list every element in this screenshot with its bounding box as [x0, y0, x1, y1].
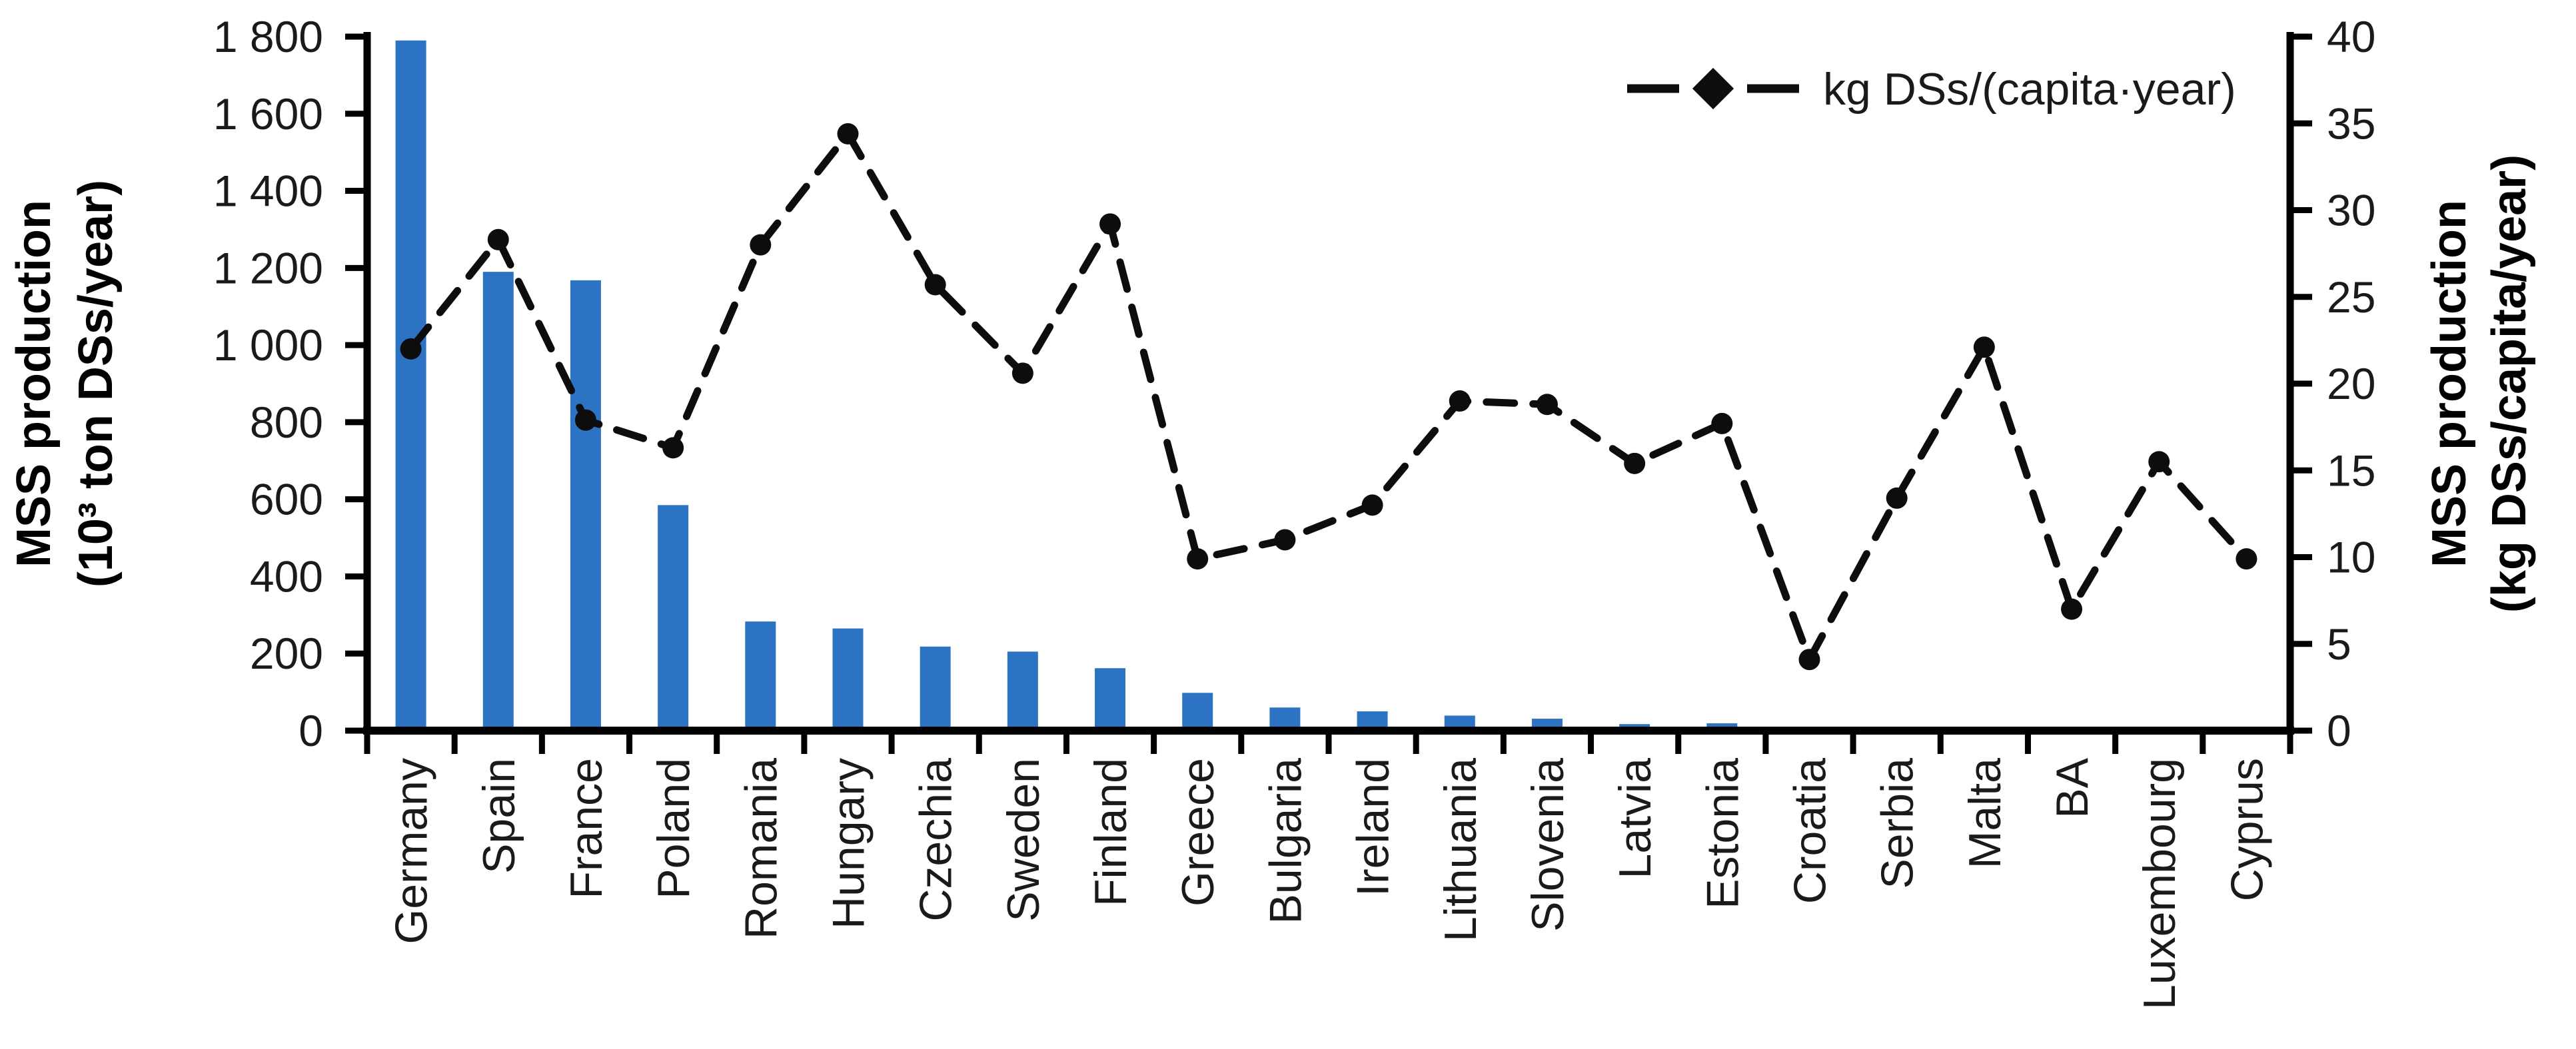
line-marker-sweden: [1011, 362, 1033, 384]
line-series: [400, 123, 2257, 671]
right-tick-label: 40: [2327, 12, 2375, 61]
left-tick-label: 1 600: [213, 89, 323, 139]
right-tick-label: 0: [2327, 706, 2351, 755]
x-label-hungary: Hungary: [824, 758, 874, 929]
line-marker-poland: [662, 437, 684, 459]
left-tick-label: 1 000: [213, 320, 323, 370]
left-tick-label: 0: [299, 706, 323, 755]
right-tick-label: 15: [2327, 446, 2375, 495]
x-label-cyprus: Cyprus: [2222, 758, 2272, 901]
line-marker-spain: [487, 228, 509, 250]
bar-finland: [1095, 668, 1126, 731]
left-tick-label: 800: [250, 398, 323, 447]
line-marker-hungary: [837, 123, 859, 145]
line-marker-lithuania: [1449, 390, 1471, 412]
x-label-malta: Malta: [1960, 758, 2010, 869]
right-tick-label: 35: [2327, 99, 2375, 148]
axis-titles: MSS production (10³ ton DSs/year) MSS pr…: [7, 155, 2536, 613]
line-marker-germany: [400, 338, 422, 360]
bar-czechia: [920, 646, 951, 731]
left-tick-label: 200: [250, 629, 323, 678]
right-axis-title-line2: (kg DSs/capita/year): [2483, 155, 2536, 613]
line-marker-czechia: [924, 274, 946, 296]
x-label-czechia: Czechia: [911, 758, 962, 922]
axes: [363, 32, 2294, 735]
legend: kg DSs/(capita·year): [1627, 64, 2236, 115]
line-marker-cyprus: [2236, 548, 2257, 570]
legend-label: kg DSs/(capita·year): [1823, 64, 2236, 115]
x-label-france: France: [561, 758, 612, 899]
bar-sweden: [1007, 651, 1038, 731]
bar-germany: [395, 40, 426, 731]
bar-hungary: [832, 628, 864, 731]
left-axis-title-line2: (10³ ton DSs/year): [69, 180, 123, 587]
per-capita-line: [407, 127, 2250, 669]
bar-greece: [1182, 693, 1213, 731]
bar-series: [395, 40, 1825, 731]
right-tick-label: 20: [2327, 359, 2375, 408]
x-label-poland: Poland: [648, 758, 699, 899]
bar-france: [570, 280, 601, 731]
bar-spain: [482, 272, 514, 731]
bar-poland: [658, 505, 689, 731]
axis-ticks: [345, 33, 2312, 754]
line-marker-serbia: [1886, 487, 1908, 509]
line-marker-ireland: [1361, 494, 1383, 516]
line-marker-romania: [750, 234, 772, 256]
left-tick-label: 1 400: [213, 167, 323, 216]
line-marker-france: [574, 409, 596, 431]
x-label-finland: Finland: [1085, 758, 1136, 906]
left-axis-title-line1: MSS production: [7, 200, 61, 567]
line-marker-malta: [1973, 336, 1995, 358]
x-label-croatia: Croatia: [1785, 758, 1836, 904]
x-label-estonia: Estonia: [1697, 758, 1748, 909]
right-tick-label: 25: [2327, 272, 2375, 322]
line-marker-croatia: [1798, 649, 1820, 671]
left-tick-label: 1 800: [213, 12, 323, 61]
x-label-ba: BA: [2047, 757, 2098, 818]
bar-romania: [745, 621, 776, 731]
right-tick-label: 30: [2327, 186, 2375, 235]
line-marker-ba: [2061, 598, 2083, 620]
x-label-latvia: Latvia: [1610, 758, 1660, 879]
x-label-greece: Greece: [1173, 758, 1223, 906]
x-label-spain: Spain: [474, 758, 524, 874]
x-label-germany: Germany: [386, 758, 437, 944]
x-label-serbia: Serbia: [1872, 758, 1923, 889]
right-tick-label: 5: [2327, 619, 2351, 669]
line-marker-latvia: [1624, 452, 1646, 474]
line-marker-estonia: [1711, 412, 1733, 434]
line-marker-luxembourg: [2148, 451, 2170, 473]
x-label-slovenia: Slovenia: [1523, 758, 1573, 932]
legend-marker-icon: [1692, 67, 1734, 110]
x-label-lithuania: Lithuania: [1435, 758, 1486, 942]
line-marker-slovenia: [1536, 394, 1558, 416]
x-label-bulgaria: Bulgaria: [1260, 758, 1311, 924]
left-tick-label: 600: [250, 475, 323, 524]
line-marker-finland: [1099, 213, 1121, 235]
x-label-romania: Romania: [736, 758, 786, 939]
x-label-sweden: Sweden: [998, 758, 1049, 922]
left-tick-label: 1 200: [213, 243, 323, 292]
x-label-luxembourg: Luxembourg: [2134, 758, 2185, 1010]
category-labels: Germany Spain France Poland Romania Hungary Cz…: [386, 757, 2273, 1010]
line-marker-greece: [1187, 548, 1209, 570]
left-tick-label: 400: [250, 551, 323, 601]
right-axis-title-line1: MSS production: [2423, 200, 2476, 567]
line-marker-bulgaria: [1274, 529, 1296, 551]
right-tick-label: 10: [2327, 533, 2375, 582]
x-label-ireland: Ireland: [1348, 758, 1399, 896]
